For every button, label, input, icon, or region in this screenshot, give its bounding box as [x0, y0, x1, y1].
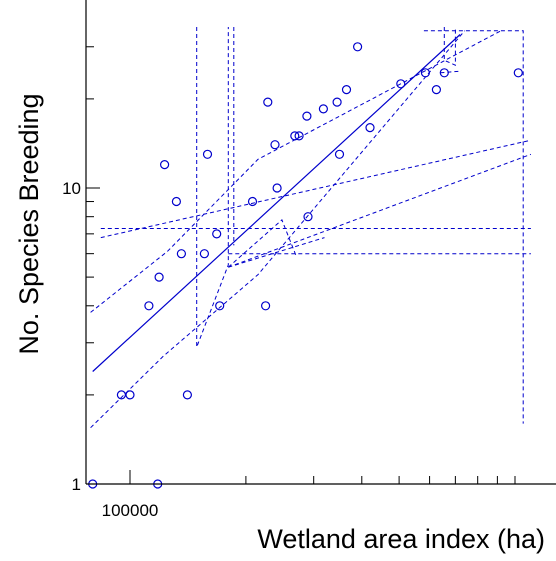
- data-point: [396, 79, 406, 89]
- data-point: [272, 183, 282, 193]
- dashed-line-10: [443, 27, 456, 66]
- data-point: [294, 131, 304, 141]
- data-point: [332, 97, 342, 107]
- y-tick-label: 10: [62, 179, 81, 198]
- data-point: [302, 111, 312, 121]
- data-point: [182, 390, 192, 400]
- dashed-line-11: [440, 70, 461, 74]
- data-point: [303, 212, 313, 222]
- data-point: [420, 68, 430, 78]
- data-point: [270, 140, 280, 150]
- dashed-line-4: [228, 153, 532, 268]
- x-tick-label: 100000: [102, 501, 159, 520]
- data-point: [125, 390, 135, 400]
- data-point: [318, 104, 328, 114]
- y-axis-title: No. Species Breeding: [14, 93, 44, 354]
- data-point: [365, 122, 375, 133]
- data-point: [199, 249, 209, 259]
- data-point: [171, 196, 181, 207]
- data-point: [334, 149, 345, 159]
- dashed-line-9: [423, 30, 524, 424]
- data-point: [144, 301, 154, 311]
- data-point: [212, 229, 222, 239]
- data-point: [290, 131, 300, 141]
- dashed-line-7: [227, 219, 297, 268]
- data-point: [439, 68, 449, 78]
- dashed-line-8: [228, 237, 325, 268]
- data-point: [202, 149, 213, 159]
- data-point: [513, 68, 523, 78]
- x-axis-title: Wetland area index (ha): [257, 524, 545, 554]
- lines-layer: [90, 27, 532, 429]
- confidence-band-1: [90, 30, 466, 429]
- data-point: [176, 249, 186, 259]
- data-point: [247, 196, 258, 207]
- data-point: [353, 42, 363, 52]
- dashed-line-5: [196, 27, 229, 348]
- axes-layer: 100000 1 10: [62, 0, 556, 520]
- dashed-line-3: [100, 139, 532, 239]
- confidence-band-2: [90, 30, 502, 313]
- data-point: [341, 84, 352, 95]
- y-tick-label: 1: [72, 475, 81, 494]
- points-layer: [88, 42, 523, 489]
- data-point: [154, 272, 164, 282]
- data-point: [261, 301, 271, 311]
- data-point: [215, 301, 225, 311]
- data-point: [160, 160, 170, 170]
- data-point: [263, 97, 273, 107]
- regression-fit-line: [92, 34, 461, 372]
- data-point: [431, 84, 441, 95]
